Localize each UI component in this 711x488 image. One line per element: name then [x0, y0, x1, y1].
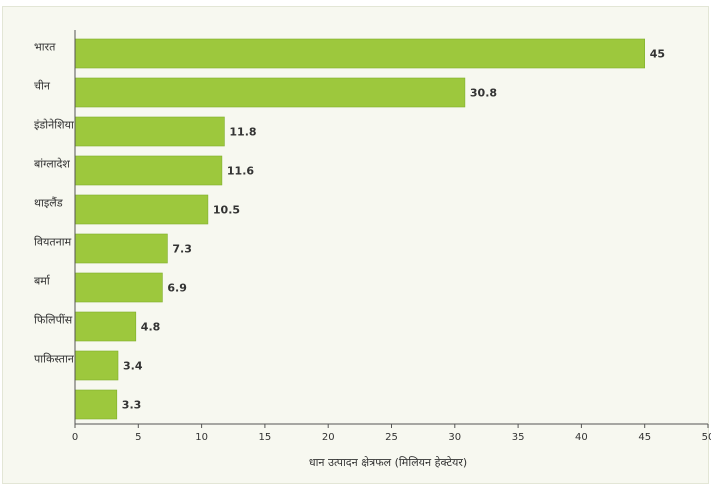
x-tick-label-35: 35: [512, 432, 525, 443]
x-tick-label-45: 45: [638, 432, 651, 443]
bars-group: 45 भारत 30.8 चीन 11.8 इंडोनेशिया 11.6 बांग्लादे…: [34, 38, 665, 420]
axes-group: 0 5 10 15 20 25 30 35 40 45 50: [72, 30, 711, 443]
x-tick-label-20: 20: [322, 432, 335, 443]
data-label-5: 10.5: [213, 204, 240, 217]
bar-8: [74, 311, 137, 342]
category-label-1: भारत: [34, 41, 56, 54]
category-label-3: इंडोनेशिया: [34, 119, 74, 132]
bar-6: [74, 233, 168, 264]
x-tick-label-15: 15: [259, 432, 272, 443]
bar-9: [74, 350, 119, 381]
x-tick-label-25: 25: [385, 432, 398, 443]
category-label-7: बर्मा: [34, 275, 51, 288]
x-tick-label-40: 40: [575, 432, 588, 443]
bar-1: [74, 38, 646, 69]
data-label-7: 6.9: [167, 282, 187, 295]
data-label-6: 7.3: [172, 243, 192, 256]
bar-2: [74, 77, 466, 108]
category-label-6: वियतनाम: [34, 236, 72, 249]
category-label-8: फिलिपींस: [34, 314, 73, 327]
category-label-9: पाकिस्तान: [34, 353, 75, 366]
category-label-2: चीन: [34, 80, 51, 93]
data-label-8: 4.8: [141, 321, 161, 334]
data-label-2: 30.8: [470, 87, 497, 100]
x-tick-label-10: 10: [195, 432, 208, 443]
data-label-1: 45: [650, 48, 665, 61]
bar-10: [74, 389, 118, 420]
data-label-9: 3.4: [123, 360, 143, 373]
category-label-5: थाइलैंड: [34, 197, 63, 210]
x-tick-label-5: 5: [135, 432, 141, 443]
x-axis-title: धान उत्पादन क्षेत्रफल (मिलियन हेक्टेयर): [309, 456, 467, 469]
bar-5: [74, 194, 209, 225]
bar-7: [74, 272, 163, 303]
data-label-3: 11.8: [229, 126, 256, 139]
data-label-10: 3.3: [122, 399, 142, 412]
bar-3: [74, 116, 225, 147]
x-tick-label-0: 0: [72, 432, 78, 443]
x-tick-label-50: 50: [702, 432, 711, 443]
data-label-4: 11.6: [227, 165, 254, 178]
category-label-4: बांग्लादेश: [34, 158, 70, 171]
x-tick-label-30: 30: [448, 432, 461, 443]
bar-4: [74, 155, 223, 186]
